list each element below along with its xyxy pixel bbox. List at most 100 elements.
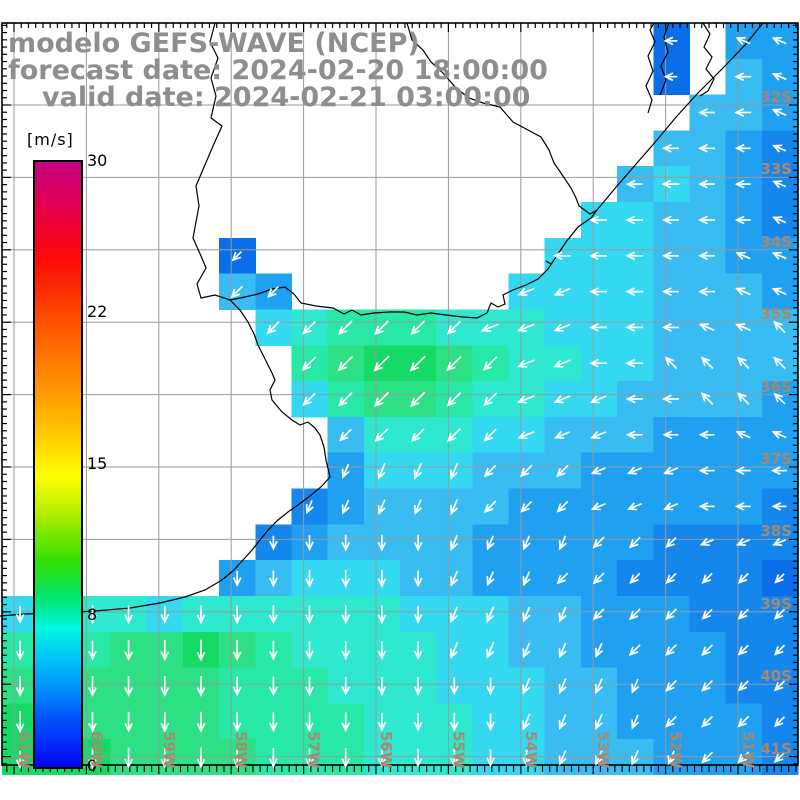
wind-arrow [88, 605, 97, 625]
wind-arrow [773, 320, 786, 334]
wind-arrow [667, 750, 676, 766]
wind-arrow [771, 108, 787, 117]
wind-arrow [301, 356, 317, 371]
wind-arrow [373, 355, 390, 372]
wind-arrow [737, 392, 750, 405]
lon-label: 60W [87, 731, 106, 769]
wind-arrow [232, 640, 242, 662]
wind-arrow [232, 676, 242, 697]
wind-arrow [772, 180, 787, 189]
wind-arrow [628, 536, 641, 549]
wind-arrow [661, 215, 679, 225]
wind-arrow [665, 537, 677, 549]
wind-arrow [486, 677, 495, 696]
wind-arrow [625, 430, 643, 440]
wind-arrow [305, 500, 314, 515]
wind-arrow [483, 392, 498, 407]
wind-arrow [734, 287, 751, 296]
wind-arrow [665, 572, 677, 584]
wind-arrow [625, 394, 643, 404]
wind-arrow [590, 502, 606, 511]
wind-arrow [269, 676, 278, 697]
wind-arrow [558, 749, 567, 766]
wind-arrow [734, 179, 751, 189]
wind-arrow [665, 715, 677, 728]
wind-arrow [410, 320, 426, 336]
wind-arrow [519, 464, 533, 478]
wind-arrow [373, 391, 390, 408]
wind-arrow [449, 642, 459, 659]
wind-arrow [377, 570, 387, 588]
wind-arrow [231, 250, 243, 262]
wind-arrow [232, 747, 242, 769]
wind-arrow [734, 72, 752, 82]
wind-arrow [631, 749, 640, 766]
wind-arrow [196, 676, 206, 697]
wind-arrow [626, 466, 643, 475]
wind-arrow [773, 680, 786, 692]
wind-arrow [772, 537, 787, 547]
wind-arrow [522, 606, 531, 623]
wind-arrow [771, 430, 787, 439]
wind-arrow [589, 358, 607, 368]
wind-arrow [486, 571, 495, 587]
wind-arrow [698, 502, 715, 511]
wind-arrow [522, 642, 531, 659]
wind-arrow [663, 502, 679, 511]
wind-arrow [413, 570, 423, 588]
wind-arrow [341, 748, 351, 769]
wind-arrow [15, 605, 25, 624]
lon-label: 57W [304, 731, 323, 769]
wind-arrow [556, 572, 569, 585]
lon-label: 53W [594, 731, 613, 769]
lat-label: 34S [760, 232, 792, 251]
wind-arrow [771, 287, 787, 296]
wind-arrow [341, 712, 351, 733]
wind-arrow [486, 642, 495, 659]
wind-arrow [413, 641, 423, 661]
wind-arrow [269, 640, 278, 661]
wind-arrow [698, 466, 715, 475]
wind-arrow [701, 679, 714, 692]
wind-arrow [377, 677, 387, 696]
wind-arrow [625, 287, 644, 296]
wind-arrow [374, 320, 389, 336]
wind-arrow [737, 356, 750, 370]
wind-arrow [734, 143, 751, 153]
wind-arrow [631, 714, 640, 730]
wind-arrow [450, 534, 459, 551]
wind-arrow [486, 606, 495, 624]
wind-arrow [124, 747, 133, 769]
wind-arrow [160, 676, 170, 697]
wind-arrow [663, 36, 678, 46]
wind-arrow [483, 464, 497, 478]
wind-arrow [665, 608, 677, 621]
wind-arrow [772, 144, 787, 153]
lat-label: 37S [760, 450, 792, 468]
model-title: modelo GEFS-WAVE (NCEP) [8, 28, 420, 59]
wind-arrow [302, 320, 317, 335]
wind-arrow [595, 642, 604, 658]
wind-arrow [413, 534, 423, 552]
wind-arrow [377, 499, 386, 516]
lon-label: 52W [666, 731, 685, 769]
wind-arrow [737, 572, 749, 584]
wind-arrow [486, 713, 495, 732]
lat-label: 40S [760, 667, 792, 686]
wind-arrow [701, 608, 713, 620]
wind-arrow [337, 392, 353, 407]
wind-arrow [516, 323, 535, 332]
wind-arrow [522, 571, 531, 587]
wind-arrow [522, 713, 531, 731]
colorbar-tick-label: 30 [87, 151, 108, 170]
lon-label: 59W [159, 731, 178, 769]
wind-arrow [698, 179, 715, 189]
wind-arrow [480, 323, 499, 332]
wind-arrow [700, 356, 714, 370]
colorbar-unit-label: [m/s] [27, 130, 74, 149]
wind-arrow [266, 321, 280, 335]
colorbar [33, 160, 83, 769]
lat-label: 38S [760, 522, 792, 541]
wind-arrow [589, 395, 607, 404]
